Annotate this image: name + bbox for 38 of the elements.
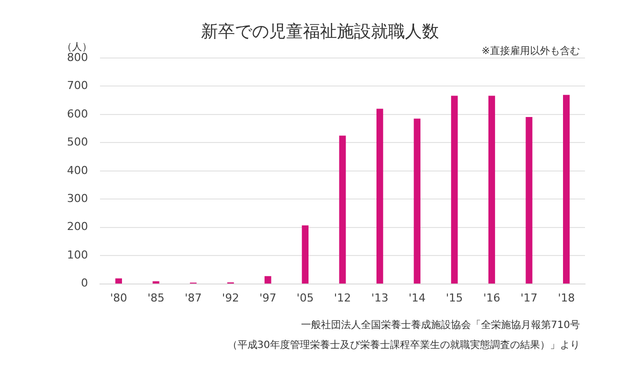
bar — [302, 225, 309, 284]
x-tick-label: '16 — [483, 291, 500, 304]
text: （平成30年度管理栄養士及び栄養士課程卒業生の就職実態調査の結果）」より — [227, 340, 580, 351]
y-tick-label: 400 — [66, 164, 88, 177]
y-tick-label: 500 — [66, 136, 88, 149]
bar — [488, 96, 496, 284]
bar — [563, 94, 570, 284]
bar — [115, 278, 122, 284]
y-tick-label: 100 — [66, 248, 88, 262]
y-tick-label: 600 — [66, 107, 88, 120]
bar — [264, 276, 272, 284]
bar — [152, 281, 160, 284]
bar — [339, 136, 346, 284]
y-tick-label: 0 — [80, 276, 88, 290]
y-tick-label: 200 — [66, 220, 88, 234]
bar — [414, 118, 420, 284]
x-tick-label: '05 — [296, 291, 314, 304]
y-axis-title: （人） — [62, 41, 92, 53]
text: ※直接雇用以外も含む — [482, 44, 580, 58]
x-tick-label: '92 — [222, 291, 240, 304]
chart-title: 新卒での児童福祉施設就職人数 — [200, 21, 440, 43]
x-tick-label: '85 — [147, 291, 164, 304]
text: 一般社団法人全国栄養士養成施設協会「全栄施協月報第710号 — [300, 320, 580, 331]
x-tick-label: '17 — [520, 291, 538, 304]
y-tick-label: 700 — [66, 79, 88, 92]
bar — [451, 96, 458, 284]
x-tick-label: '87 — [184, 291, 202, 304]
x-tick-label: '14 — [408, 291, 426, 304]
x-tick-label: '13 — [371, 291, 388, 304]
y-tick-label: 800 — [66, 50, 88, 64]
bar — [526, 116, 532, 284]
x-tick-label: '18 — [558, 291, 575, 304]
x-tick-label: '15 — [446, 291, 463, 304]
y-tick-label: 300 — [66, 192, 88, 205]
x-tick-label: '97 — [259, 291, 276, 304]
bar — [376, 108, 384, 284]
x-tick-label: '80 — [110, 291, 128, 304]
x-tick-label: '12 — [334, 291, 352, 304]
